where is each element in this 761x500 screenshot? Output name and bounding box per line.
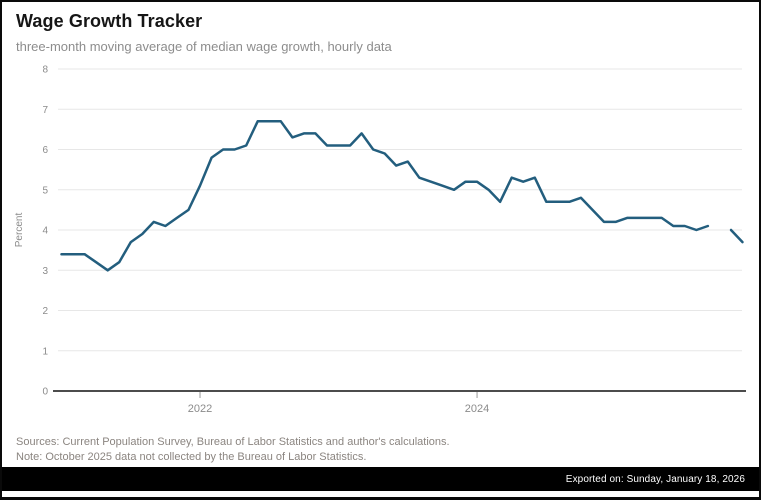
sources-note: Sources: Current Population Survey, Bure… [16, 436, 450, 448]
export-timestamp: Exported on: Sunday, January 18, 2026 [565, 473, 745, 485]
x-axis-tick-label: 2022 [188, 403, 212, 415]
wage-growth-line-chart: 0 1 2 3 4 5 6 7 8 2022 2024 Percent [14, 65, 746, 415]
y-axis-tick-label: 6 [42, 145, 48, 156]
data-gap-note: Note: October 2025 data not collected by… [16, 451, 367, 463]
chart-subtitle: three-month moving average of median wag… [16, 39, 392, 54]
wage-growth-series-line [729, 228, 744, 244]
chart-footnotes: Sources: Current Population Survey, Bure… [16, 435, 745, 465]
y-axis-tick-label: 3 [42, 266, 48, 277]
wage-growth-series-line [60, 120, 710, 272]
export-bar: Exported on: Sunday, January 18, 2026 [2, 467, 759, 491]
y-axis-title: Percent [14, 213, 25, 248]
y-axis-tick-label: 2 [42, 306, 48, 317]
page-title: Wage Growth Tracker [16, 11, 203, 31]
y-axis-tick-label: 5 [42, 185, 48, 196]
y-axis-tick-label: 4 [42, 226, 48, 237]
y-axis-tick-label: 8 [42, 65, 48, 76]
y-axis-tick-label: 7 [42, 105, 48, 116]
chart-header: Wage Growth Tracker three-month moving a… [16, 10, 745, 55]
y-axis-tick-label: 1 [42, 346, 48, 357]
x-axis-tick-label: 2024 [465, 403, 489, 415]
y-axis-tick-label: 0 [42, 387, 48, 398]
